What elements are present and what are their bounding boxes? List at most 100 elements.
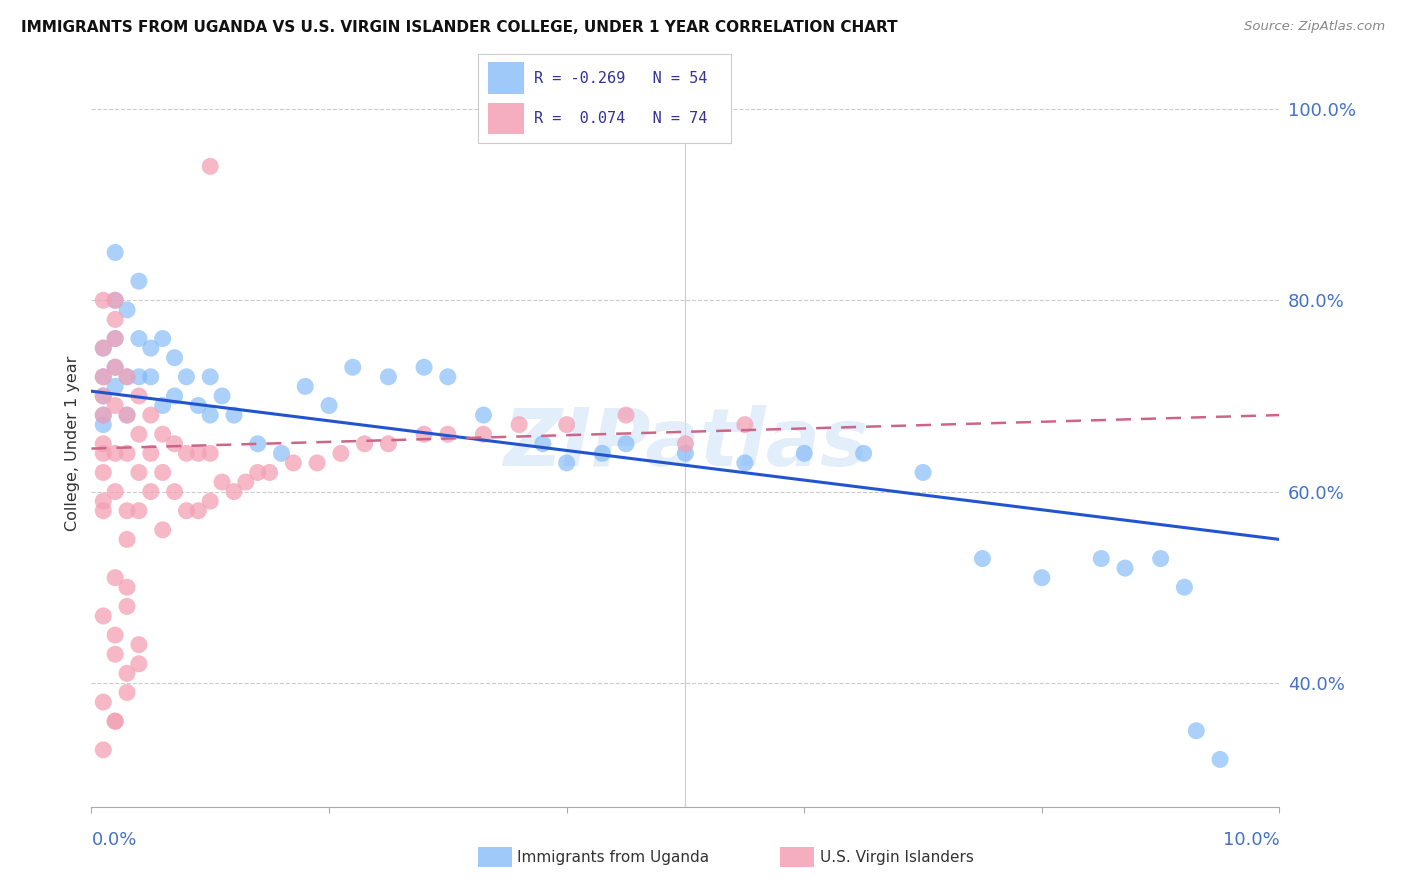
Point <box>128 638 150 652</box>
Point <box>139 446 162 460</box>
Point <box>1114 561 1136 575</box>
Point <box>104 332 127 346</box>
Point <box>91 504 114 518</box>
Point <box>246 466 269 480</box>
Point <box>555 417 578 432</box>
Point <box>115 408 138 422</box>
Point <box>852 446 875 460</box>
Bar <box>488 62 523 94</box>
Point <box>413 427 436 442</box>
Point <box>259 466 281 480</box>
Point <box>152 332 174 346</box>
Point <box>128 504 150 518</box>
Point <box>972 551 994 566</box>
Point <box>91 466 114 480</box>
Point <box>91 369 114 384</box>
Point <box>104 293 127 308</box>
Point <box>115 685 138 699</box>
Point <box>91 437 114 451</box>
Point <box>115 504 138 518</box>
Point <box>91 695 114 709</box>
Point <box>91 293 114 308</box>
Point <box>342 360 364 375</box>
Point <box>318 399 340 413</box>
Point <box>472 427 495 442</box>
Point <box>176 446 198 460</box>
Point <box>139 341 162 355</box>
Point <box>104 312 127 326</box>
Point <box>1209 752 1232 766</box>
Point <box>104 399 127 413</box>
Point <box>176 504 198 518</box>
Point <box>104 484 127 499</box>
Point <box>115 533 138 547</box>
Point <box>104 571 127 585</box>
Point <box>377 369 399 384</box>
Point <box>614 408 637 422</box>
Point <box>673 437 696 451</box>
Point <box>436 427 458 442</box>
Point <box>211 389 233 403</box>
Point <box>128 466 150 480</box>
Text: ZIPatlas: ZIPatlas <box>503 405 868 483</box>
Point <box>1090 551 1112 566</box>
Point <box>104 628 127 642</box>
Point <box>222 484 245 499</box>
Point <box>246 437 269 451</box>
Point <box>377 437 399 451</box>
Point <box>329 446 352 460</box>
Point <box>128 389 150 403</box>
Point <box>187 399 209 413</box>
Point <box>128 427 150 442</box>
Point <box>911 466 934 480</box>
Point <box>200 446 222 460</box>
Point <box>91 341 114 355</box>
Point <box>211 475 233 489</box>
Point <box>91 494 114 508</box>
Point <box>555 456 578 470</box>
Point <box>307 456 329 470</box>
Point <box>472 408 495 422</box>
Point <box>270 446 292 460</box>
Point <box>128 274 150 288</box>
Point <box>200 408 222 422</box>
Point <box>353 437 375 451</box>
Point <box>115 369 138 384</box>
Text: U.S. Virgin Islanders: U.S. Virgin Islanders <box>820 850 973 864</box>
Point <box>104 446 127 460</box>
Point <box>163 389 186 403</box>
Point <box>115 446 138 460</box>
Point <box>1149 551 1171 566</box>
Point <box>222 408 245 422</box>
Point <box>793 446 815 460</box>
Point <box>91 408 114 422</box>
Point <box>200 369 222 384</box>
Point <box>614 437 637 451</box>
Point <box>163 484 186 499</box>
Point <box>235 475 257 489</box>
Point <box>152 399 174 413</box>
Bar <box>488 103 523 134</box>
Point <box>152 427 174 442</box>
Point <box>91 446 114 460</box>
Point <box>91 408 114 422</box>
Point <box>139 369 162 384</box>
Point <box>139 484 162 499</box>
Point <box>91 417 114 432</box>
Point <box>283 456 305 470</box>
Point <box>200 494 222 508</box>
Point <box>531 437 554 451</box>
Point <box>673 446 696 460</box>
Point <box>91 369 114 384</box>
Point <box>413 360 436 375</box>
Point <box>91 389 114 403</box>
Point <box>163 437 186 451</box>
Point <box>1173 580 1195 594</box>
Point <box>436 369 458 384</box>
Point <box>163 351 186 365</box>
Point <box>115 369 138 384</box>
Text: R =  0.074   N = 74: R = 0.074 N = 74 <box>534 111 707 126</box>
Point <box>115 666 138 681</box>
Y-axis label: College, Under 1 year: College, Under 1 year <box>65 356 80 532</box>
Point <box>591 446 613 460</box>
